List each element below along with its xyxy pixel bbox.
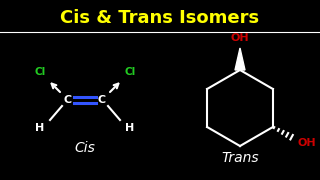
Text: OH: OH xyxy=(298,138,316,148)
Text: Cl: Cl xyxy=(124,67,136,77)
Text: H: H xyxy=(125,123,135,133)
Text: Cl: Cl xyxy=(34,67,46,77)
Text: C: C xyxy=(64,95,72,105)
Text: H: H xyxy=(36,123,44,133)
Text: Cis & Trans Isomers: Cis & Trans Isomers xyxy=(60,9,260,27)
Text: OH: OH xyxy=(231,33,249,43)
Polygon shape xyxy=(235,48,245,70)
Text: C: C xyxy=(98,95,106,105)
Text: Trans: Trans xyxy=(221,151,259,165)
Text: Cis: Cis xyxy=(75,141,95,155)
